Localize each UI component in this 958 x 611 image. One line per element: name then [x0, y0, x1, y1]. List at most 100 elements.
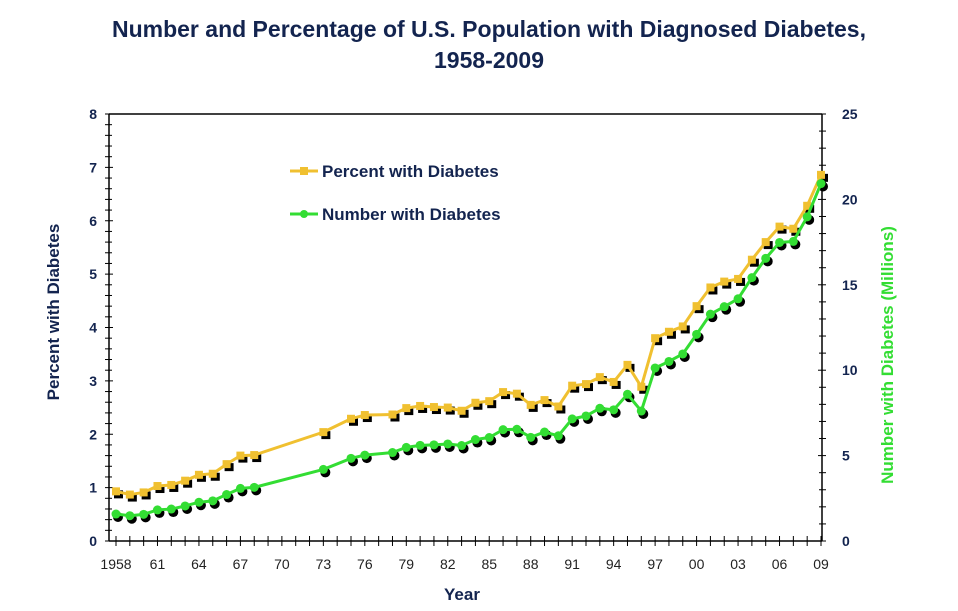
data-point	[470, 435, 480, 445]
data-point	[180, 501, 190, 511]
data-point	[194, 470, 203, 479]
data-point	[443, 439, 453, 449]
y-right-tick-label: 10	[842, 362, 858, 378]
data-point	[429, 440, 439, 450]
chart-title: Number and Percentage of U.S. Population…	[0, 14, 958, 76]
data-point	[346, 453, 356, 463]
data-point	[734, 274, 743, 283]
data-point	[664, 327, 673, 336]
legend-square-marker-icon	[300, 167, 308, 175]
data-point	[153, 482, 162, 491]
data-point	[678, 349, 688, 359]
y-right-tick-label: 5	[842, 448, 850, 464]
data-point	[664, 356, 674, 366]
data-point	[623, 360, 632, 369]
data-point	[637, 382, 646, 391]
data-point	[553, 431, 563, 441]
x-tick-label: 73	[316, 556, 332, 572]
x-tick-label: 64	[191, 556, 207, 572]
data-point	[167, 480, 176, 489]
data-point	[609, 377, 618, 386]
data-point	[803, 201, 812, 210]
data-point	[360, 450, 370, 460]
data-point	[471, 398, 480, 407]
data-point	[125, 511, 135, 521]
data-point	[166, 504, 176, 514]
y-axis-left-title: Percent with Diabetes	[44, 224, 63, 401]
data-point	[401, 442, 411, 452]
data-point	[181, 476, 190, 485]
data-point	[526, 400, 535, 409]
data-point	[235, 483, 245, 493]
x-tick-label: 06	[772, 556, 788, 572]
series-line	[115, 174, 823, 497]
y-left-tick-label: 0	[89, 533, 97, 549]
x-tick-label: 88	[523, 556, 539, 572]
x-tick-label: 03	[730, 556, 746, 572]
data-point	[139, 509, 149, 519]
series-group	[111, 170, 828, 524]
data-point	[775, 222, 784, 231]
data-point	[360, 411, 369, 420]
data-point	[387, 448, 397, 458]
data-point	[651, 334, 660, 343]
legend: Percent with Diabetes Number with Diabete…	[290, 162, 501, 224]
data-point	[112, 487, 120, 496]
x-tick-label: 76	[357, 556, 373, 572]
data-point	[609, 405, 619, 415]
data-point	[208, 496, 218, 506]
legend-circle-marker-icon	[300, 210, 308, 218]
data-point	[567, 414, 577, 424]
y-right-tick-label: 0	[842, 533, 850, 549]
data-point	[429, 403, 438, 412]
legend-label: Percent with Diabetes	[322, 162, 499, 181]
data-point	[705, 309, 715, 319]
legend-label: Number with Diabetes	[322, 205, 501, 224]
data-point	[250, 451, 259, 460]
data-point	[498, 425, 508, 435]
y-left-tick-label: 4	[89, 320, 97, 336]
data-point	[802, 212, 812, 222]
data-point	[692, 329, 702, 339]
data-point	[636, 406, 646, 416]
x-tick-label: 97	[647, 556, 663, 572]
data-point	[347, 414, 355, 423]
data-point	[125, 490, 134, 499]
data-point	[622, 389, 632, 399]
y-right-tick-label: 15	[842, 277, 858, 293]
data-point	[512, 389, 521, 398]
y-left-tick-label: 7	[89, 159, 97, 175]
data-point	[236, 451, 245, 460]
data-point	[318, 464, 328, 474]
y-right-tick-label: 25	[842, 106, 858, 122]
x-tick-label: 00	[689, 556, 705, 572]
data-point	[526, 432, 536, 442]
data-point	[747, 255, 756, 264]
legend-item: Percent with Diabetes	[290, 162, 499, 181]
y-left-tick-label: 3	[89, 373, 97, 389]
data-point	[706, 283, 715, 292]
data-point	[789, 224, 798, 233]
data-point	[692, 302, 701, 311]
data-point	[581, 411, 591, 421]
x-tick-label: 70	[274, 556, 290, 572]
data-point	[540, 427, 550, 437]
x-tick-label: 85	[481, 556, 497, 572]
y-left-tick-label: 5	[89, 266, 97, 282]
data-point	[595, 373, 604, 382]
data-point	[582, 380, 590, 389]
y-left-tick-label: 8	[89, 106, 97, 122]
data-point	[443, 403, 452, 412]
x-tick-label: 79	[399, 556, 415, 572]
y-axis-right-title: Number with Diabetes (Millions)	[878, 226, 897, 484]
x-axis-title: Year	[444, 585, 480, 604]
data-point	[817, 170, 825, 179]
data-point	[761, 238, 770, 247]
x-tick-label: 09	[813, 556, 829, 572]
data-point	[788, 236, 798, 246]
x-tick-label: 91	[564, 556, 580, 572]
data-point	[222, 490, 232, 500]
data-point	[733, 294, 743, 304]
